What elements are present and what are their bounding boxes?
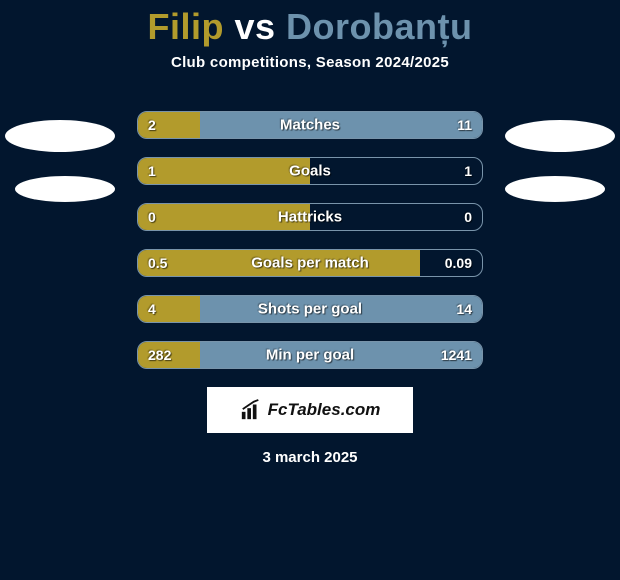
stat-bar: 0 0 Hattricks: [137, 203, 483, 231]
player1-name: Filip: [147, 6, 224, 47]
stat-value-left: 0.5: [148, 255, 167, 271]
stat-value-right: 0: [464, 209, 472, 225]
comparison-bars: 211Matches11Goals00Hattricks0.50.09Goals…: [137, 111, 483, 369]
competition-subtitle: Club competitions, Season 2024/2025: [0, 54, 620, 71]
player1-club-badge-2: [15, 176, 115, 202]
stat-label: Goals: [289, 163, 331, 180]
stat-bar: 282 1241 Min per goal: [137, 341, 483, 369]
stat-bar-fill-right: [200, 112, 482, 138]
stat-value-right: 1241: [441, 347, 472, 363]
stat-value-left: 282: [148, 347, 171, 363]
stat-bar: 2 11 Matches: [137, 111, 483, 139]
stat-value-right: 0.09: [445, 255, 472, 271]
player2-club-badge-1: [505, 120, 615, 152]
stat-bar: 4 14 Shots per goal: [137, 295, 483, 323]
brand-text: FcTables.com: [268, 400, 381, 420]
brand-badge: FcTables.com: [207, 387, 413, 433]
stat-label: Matches: [280, 117, 340, 134]
stat-label: Goals per match: [251, 255, 369, 272]
stat-value-left: 1: [148, 163, 156, 179]
stat-label: Min per goal: [266, 347, 354, 364]
stat-bar-fill-left: [138, 158, 310, 184]
stat-value-left: 4: [148, 301, 156, 317]
brand-chart-icon: [240, 399, 262, 421]
stat-bar: 0.5 0.09 Goals per match: [137, 249, 483, 277]
stat-label: Hattricks: [278, 209, 342, 226]
stat-value-left: 0: [148, 209, 156, 225]
stat-value-left: 2: [148, 117, 156, 133]
stat-label: Shots per goal: [258, 301, 362, 318]
snapshot-date: 3 march 2025: [0, 449, 620, 466]
player1-club-badge-1: [5, 120, 115, 152]
player2-club-badge-2: [505, 176, 605, 202]
comparison-title: Filip vs Dorobanțu: [0, 0, 620, 48]
vs-text: vs: [234, 6, 275, 47]
player2-name: Dorobanțu: [286, 6, 472, 47]
stat-value-right: 14: [456, 301, 472, 317]
stat-value-right: 1: [464, 163, 472, 179]
stat-bar: 1 1 Goals: [137, 157, 483, 185]
stat-value-right: 11: [457, 117, 472, 133]
